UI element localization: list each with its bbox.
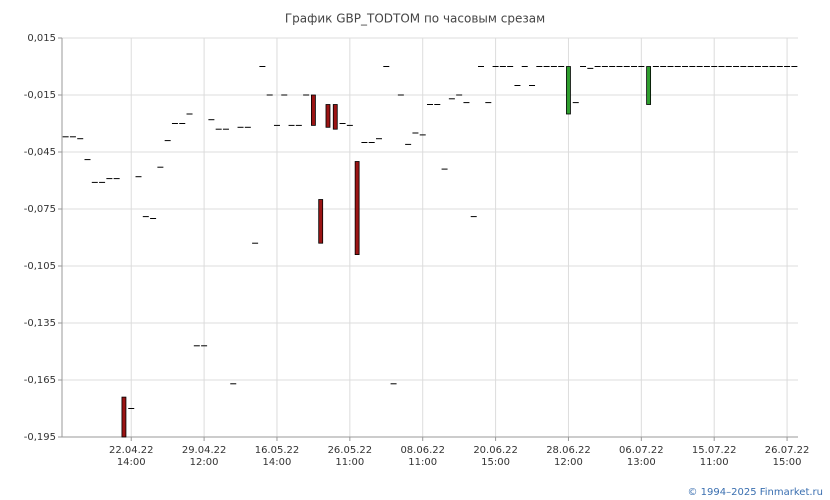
candle — [318, 199, 324, 244]
x-tick-label: 14:00 — [263, 457, 292, 468]
x-tick-label: 08.06.22 — [400, 445, 445, 456]
candle — [325, 104, 331, 128]
x-tick-label: 16.05.22 — [255, 445, 300, 456]
y-tick-label: 0,015 — [27, 33, 56, 44]
x-tick-label: 26.05.22 — [328, 445, 373, 456]
x-tick-label: 12:00 — [190, 457, 219, 468]
x-tick-label: 22.04.22 — [109, 445, 154, 456]
y-tick-label: -0,195 — [24, 432, 56, 443]
candle — [566, 66, 571, 115]
x-tick-label: 12:00 — [554, 457, 583, 468]
y-tick-label: -0,135 — [24, 318, 56, 329]
x-tick-label: 28.06.22 — [546, 445, 591, 456]
x-tick-label: 13:00 — [627, 457, 656, 468]
x-tick-label: 29.04.22 — [182, 445, 227, 456]
candle — [311, 94, 316, 126]
candle — [332, 104, 338, 130]
candle — [646, 66, 652, 105]
y-tick-label: -0,015 — [24, 90, 56, 101]
x-tick-label: 11:00 — [408, 457, 437, 468]
candle — [121, 396, 127, 438]
y-tick-label: -0,165 — [24, 375, 56, 386]
x-tick-label: 06.07.22 — [619, 445, 664, 456]
candle — [354, 161, 360, 255]
x-tick-label: 20.06.22 — [473, 445, 518, 456]
chart-title: График GBP_TODTOM по часовым срезам — [285, 12, 545, 26]
x-tick-label: 11:00 — [700, 457, 729, 468]
x-tick-label: 26.07.22 — [765, 445, 810, 456]
y-tick-label: -0,105 — [24, 261, 56, 272]
footer: © 1994–2025 Finmarket.ru — [687, 487, 823, 498]
x-tick-label: 15:00 — [773, 457, 802, 468]
y-tick-label: -0,075 — [24, 204, 56, 215]
y-tick-label: -0,045 — [24, 147, 56, 158]
x-tick-label: 11:00 — [335, 457, 364, 468]
x-tick-label: 14:00 — [117, 457, 146, 468]
x-tick-label: 15.07.22 — [692, 445, 737, 456]
x-tick-label: 15:00 — [481, 457, 510, 468]
